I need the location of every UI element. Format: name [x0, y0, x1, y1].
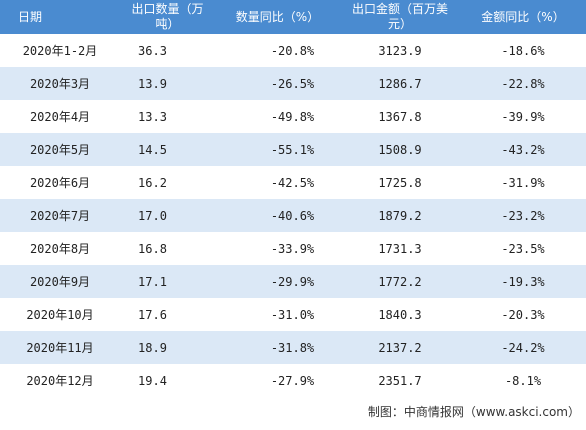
footer-credit: 制图：中商情报网（www.askci.com）	[367, 405, 580, 419]
table-cell: 18.9	[120, 331, 215, 364]
table-cell: -42.5%	[270, 175, 315, 190]
table-cell: -39.9%	[501, 109, 545, 124]
table-cell: 2020年3月	[0, 67, 120, 100]
table-cell: 3123.9	[378, 43, 422, 58]
table-cell: -23.2%	[460, 199, 586, 232]
header-row: 日期 出口数量（万吨） 数量同比（%） 出口金额（百万美元） 金额同比（%）	[0, 0, 586, 34]
table-cell: -43.2%	[460, 133, 586, 166]
table-row: 2020年5月 14.5 -55.1% 1508.9 -43.2%	[0, 133, 586, 166]
table-cell: 1725.8	[378, 175, 422, 190]
table-row: 2020年1-2月 36.3 -20.8% 3123.9 -18.6%	[0, 34, 586, 67]
table-cell: -31.8%	[215, 331, 340, 364]
table-body: 2020年1-2月 36.3 -20.8% 3123.9 -18.6% 2020年3月 13…	[0, 34, 586, 397]
table-cell: 19.4	[138, 373, 167, 388]
table-cell: -49.8%	[270, 109, 315, 124]
table-cell: -33.9%	[270, 241, 315, 256]
table-cell: 2020年4月	[29, 110, 91, 124]
table-cell: 1508.9	[340, 133, 460, 166]
data-table: 日期 出口数量（万吨） 数量同比（%） 出口金额（百万美元） 金额同比（%） 2020年…	[0, 0, 586, 397]
header-cell: 日期	[0, 0, 120, 34]
table-cell: 1879.2	[340, 199, 460, 232]
table-cell: 36.3	[138, 43, 167, 58]
table-row: 2020年12月 19.4 -27.9% 2351.7 -8.1%	[0, 364, 586, 397]
table-row: 2020年10月 17.6 -31.0% 1840.3 -20.3%	[0, 298, 586, 331]
table-cell: 1772.2	[340, 265, 460, 298]
table-row: 2020年8月 16.8 -33.9% 1731.3 -23.5%	[0, 232, 586, 265]
table-cell: -26.5%	[215, 67, 340, 100]
table-cell: 2020年10月	[26, 308, 94, 322]
table-row: 2020年3月 13.9 -26.5% 1286.7 -22.8%	[0, 67, 586, 100]
table-cell: 2137.2	[340, 331, 460, 364]
table-cell: -23.5%	[501, 241, 545, 256]
table-row: 2020年11月 18.9 -31.8% 2137.2 -24.2%	[0, 331, 586, 364]
table-cell: 1731.3	[378, 241, 422, 256]
table-cell: 17.1	[120, 265, 215, 298]
table-row: 2020年7月 17.0 -40.6% 1879.2 -23.2%	[0, 199, 586, 232]
table-row: 2020年9月 17.1 -29.9% 1772.2 -19.3%	[0, 265, 586, 298]
table-cell: -40.6%	[215, 199, 340, 232]
table-cell: -27.9%	[270, 373, 315, 388]
table-cell: -31.0%	[270, 307, 315, 322]
header-cell: 出口金额（百万美元）	[340, 0, 460, 34]
table-cell: 1367.8	[378, 109, 422, 124]
header-cell: 出口数量（万吨）	[120, 0, 215, 34]
table-cell: 1286.7	[340, 67, 460, 100]
header-cell: 金额同比（%）	[460, 0, 586, 34]
header-cell: 数量同比（%）	[215, 0, 340, 34]
table-cell: -29.9%	[215, 265, 340, 298]
table-cell: 2020年1-2月	[22, 44, 98, 58]
table-row: 2020年6月 16.2 -42.5% 1725.8 -31.9%	[0, 166, 586, 199]
table-cell: 16.8	[138, 241, 167, 256]
table-cell: -19.3%	[460, 265, 586, 298]
table-cell: 2020年8月	[29, 242, 91, 256]
table-cell: 2351.7	[378, 373, 422, 388]
table-cell: 13.3	[138, 109, 167, 124]
table-cell: 2020年11月	[0, 331, 120, 364]
table-cell: -18.6%	[501, 43, 545, 58]
table-cell: -22.8%	[460, 67, 586, 100]
table-cell: 2020年12月	[26, 374, 94, 388]
table-row: 2020年4月 13.3 -49.8% 1367.8 -39.9%	[0, 100, 586, 133]
table-cell: 17.6	[138, 307, 167, 322]
table-cell: 2020年9月	[0, 265, 120, 298]
table-cell: 16.2	[138, 175, 167, 190]
table-cell: 1840.3	[378, 307, 422, 322]
table-cell: -20.3%	[501, 307, 545, 322]
table-cell: 2020年7月	[0, 199, 120, 232]
table-cell: 13.9	[120, 67, 215, 100]
table-cell: -24.2%	[460, 331, 586, 364]
table-cell: 17.0	[120, 199, 215, 232]
table-cell: -55.1%	[215, 133, 340, 166]
table-cell: 14.5	[120, 133, 215, 166]
table-cell: 2020年6月	[29, 176, 91, 190]
table-cell: -20.8%	[270, 43, 315, 58]
table-cell: -31.9%	[501, 175, 545, 190]
table-cell: 2020年5月	[0, 133, 120, 166]
table-cell: -8.1%	[504, 373, 542, 388]
